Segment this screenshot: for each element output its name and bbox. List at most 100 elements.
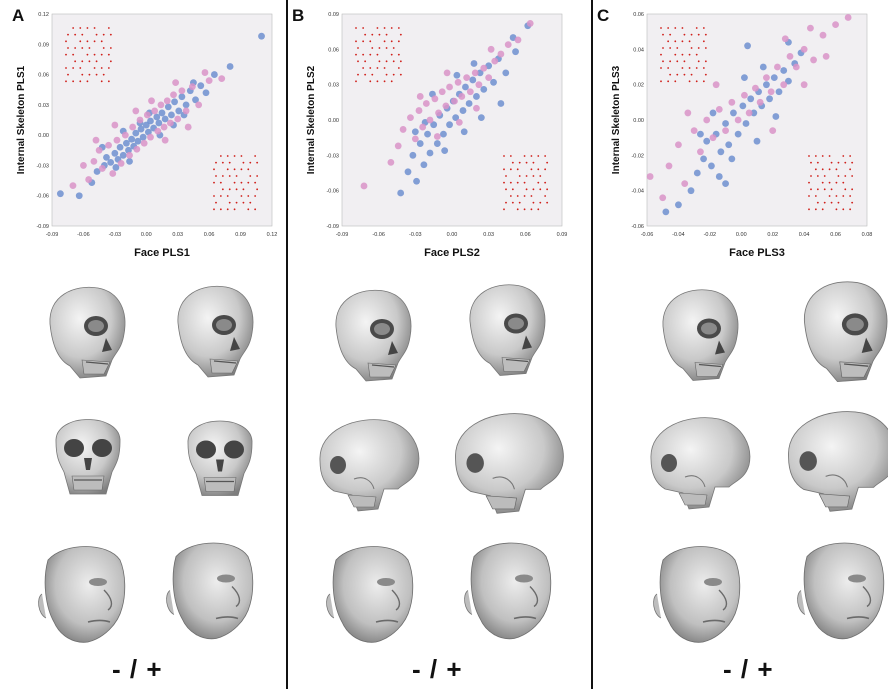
scatter-point (792, 63, 800, 71)
scatter-point (697, 148, 704, 156)
scatter-point (174, 115, 182, 123)
scatter-point (446, 121, 453, 129)
y-tick-label: 0.09 (38, 42, 49, 48)
scatter-point (455, 118, 463, 126)
scatter-point (675, 141, 682, 149)
scatter-point (752, 84, 759, 92)
scatter-point (730, 109, 737, 117)
x-tick-label: 0.08 (862, 232, 873, 238)
scatter-point (712, 81, 720, 89)
skull-front-oblique-minus (40, 282, 130, 382)
sign-label: - / + (112, 654, 163, 684)
scatter-point (158, 109, 166, 117)
scatter-point (166, 119, 174, 127)
scatter-point (744, 42, 751, 50)
scatter-point (662, 208, 670, 216)
scatter-point (147, 133, 154, 141)
x-tick-label: -0.04 (672, 232, 685, 238)
scatter-point (90, 157, 98, 165)
scatter-point (440, 130, 447, 138)
scatter-point (161, 115, 169, 123)
scatter-point (703, 137, 711, 145)
y-tick-label: 0.00 (38, 133, 49, 139)
y-tick-label: -0.06 (631, 224, 644, 230)
scatter-point (491, 57, 499, 65)
x-tick-label: -0.06 (641, 232, 654, 238)
scatter-point (473, 104, 480, 112)
scatter-point (734, 116, 742, 124)
y-tick-label: 0.04 (633, 47, 644, 53)
scatter-point (182, 101, 190, 109)
plot-area (646, 13, 868, 227)
scatter-point (117, 160, 125, 167)
scatter-point (480, 85, 488, 93)
scatter-point (453, 71, 461, 79)
scatter-point (129, 123, 137, 131)
sign-label: - / + (723, 654, 774, 684)
sign-label: - / + (412, 654, 463, 684)
scatter-point (126, 157, 133, 165)
scatter-point (112, 164, 120, 171)
scatter-point (822, 53, 830, 60)
scatter-point (415, 107, 423, 114)
scatter-point (192, 96, 199, 104)
scatter-point (107, 159, 115, 166)
y-tick-label: 0.03 (328, 83, 339, 89)
x-tick-label: 0.09 (557, 232, 568, 238)
y-tick-label: -0.09 (36, 224, 49, 230)
scatter-point (147, 117, 154, 125)
scatter-point (717, 148, 725, 156)
scatter-point (430, 121, 438, 129)
scatter-point (703, 116, 711, 124)
scatter-point (497, 50, 505, 58)
scatter-point (140, 139, 148, 147)
face-surface-plus (793, 532, 888, 647)
x-tick-label: -0.03 (409, 232, 422, 238)
x-tick-label: -0.09 (46, 232, 59, 238)
panel-a: A -0.09 -0.06 -0.03 0.00 0.03 0.06 0.09 0.12 0.1… (0, 0, 286, 689)
scatter-point (487, 45, 495, 53)
scatter-point (465, 100, 473, 107)
scatter-point (210, 71, 218, 78)
scatter-point (128, 135, 136, 143)
scatter-point (709, 109, 717, 117)
scatter-point (763, 81, 770, 89)
scatter-point (756, 98, 764, 106)
face-surface-minus (649, 538, 749, 648)
scatter-point (462, 83, 469, 91)
face-surface-plus (460, 532, 560, 647)
scatter-point (454, 78, 462, 86)
scatter-point (168, 111, 175, 119)
scatter-point (441, 147, 449, 155)
scatter-point (172, 79, 180, 87)
scatter-point (770, 74, 778, 81)
y-axis-label: Internal Skeleton PLS1 (16, 65, 27, 174)
scatter-point (786, 53, 794, 60)
scatter-point (526, 20, 534, 27)
skull-frontal-minus (48, 402, 128, 502)
skull-lateral-minus (645, 402, 755, 522)
scatter-point (258, 32, 265, 40)
scatter-point (785, 77, 792, 85)
x-tick-label: -0.09 (336, 232, 349, 238)
scatter-point (184, 123, 192, 131)
scatter-chart-pls1: -0.09 -0.06 -0.03 0.00 0.03 0.06 0.09 0.12 0.12 0… (12, 8, 280, 266)
skull-lateral-plus (444, 402, 574, 522)
scatter-point (514, 36, 522, 44)
scatter-point (404, 168, 412, 176)
scatter-point (512, 48, 519, 56)
scatter-point (697, 130, 704, 138)
scatter-point (715, 173, 723, 180)
y-tick-label: -0.03 (36, 163, 49, 169)
scatter-point (69, 182, 77, 190)
y-tick-label: -0.09 (326, 224, 339, 230)
scatter-point (463, 74, 471, 81)
scatter-point (766, 95, 773, 103)
scatter-point (502, 69, 510, 77)
y-tick-label: 0.03 (38, 103, 49, 109)
scatter-point (473, 93, 480, 100)
x-tick-label: 0.00 (447, 232, 458, 238)
scatter-point (775, 88, 783, 96)
scatter-point (466, 88, 474, 96)
x-axis-label: Face PLS1 (134, 247, 190, 259)
